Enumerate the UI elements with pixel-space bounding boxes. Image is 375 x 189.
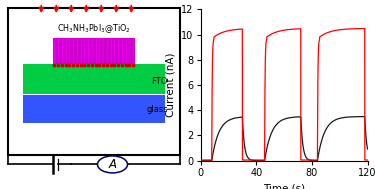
Text: glass: glass xyxy=(146,105,168,114)
Y-axis label: Current (nA): Current (nA) xyxy=(166,53,176,117)
Text: A: A xyxy=(108,158,117,171)
Bar xyxy=(53,38,135,64)
Ellipse shape xyxy=(98,156,128,173)
X-axis label: Time (s): Time (s) xyxy=(263,183,305,189)
Bar xyxy=(8,8,180,155)
Text: CH$_3$NH$_3$PbI$_3$@TiO$_2$: CH$_3$NH$_3$PbI$_3$@TiO$_2$ xyxy=(57,22,130,35)
Text: FTO: FTO xyxy=(152,77,168,86)
Bar xyxy=(22,94,165,123)
Bar xyxy=(22,64,165,94)
